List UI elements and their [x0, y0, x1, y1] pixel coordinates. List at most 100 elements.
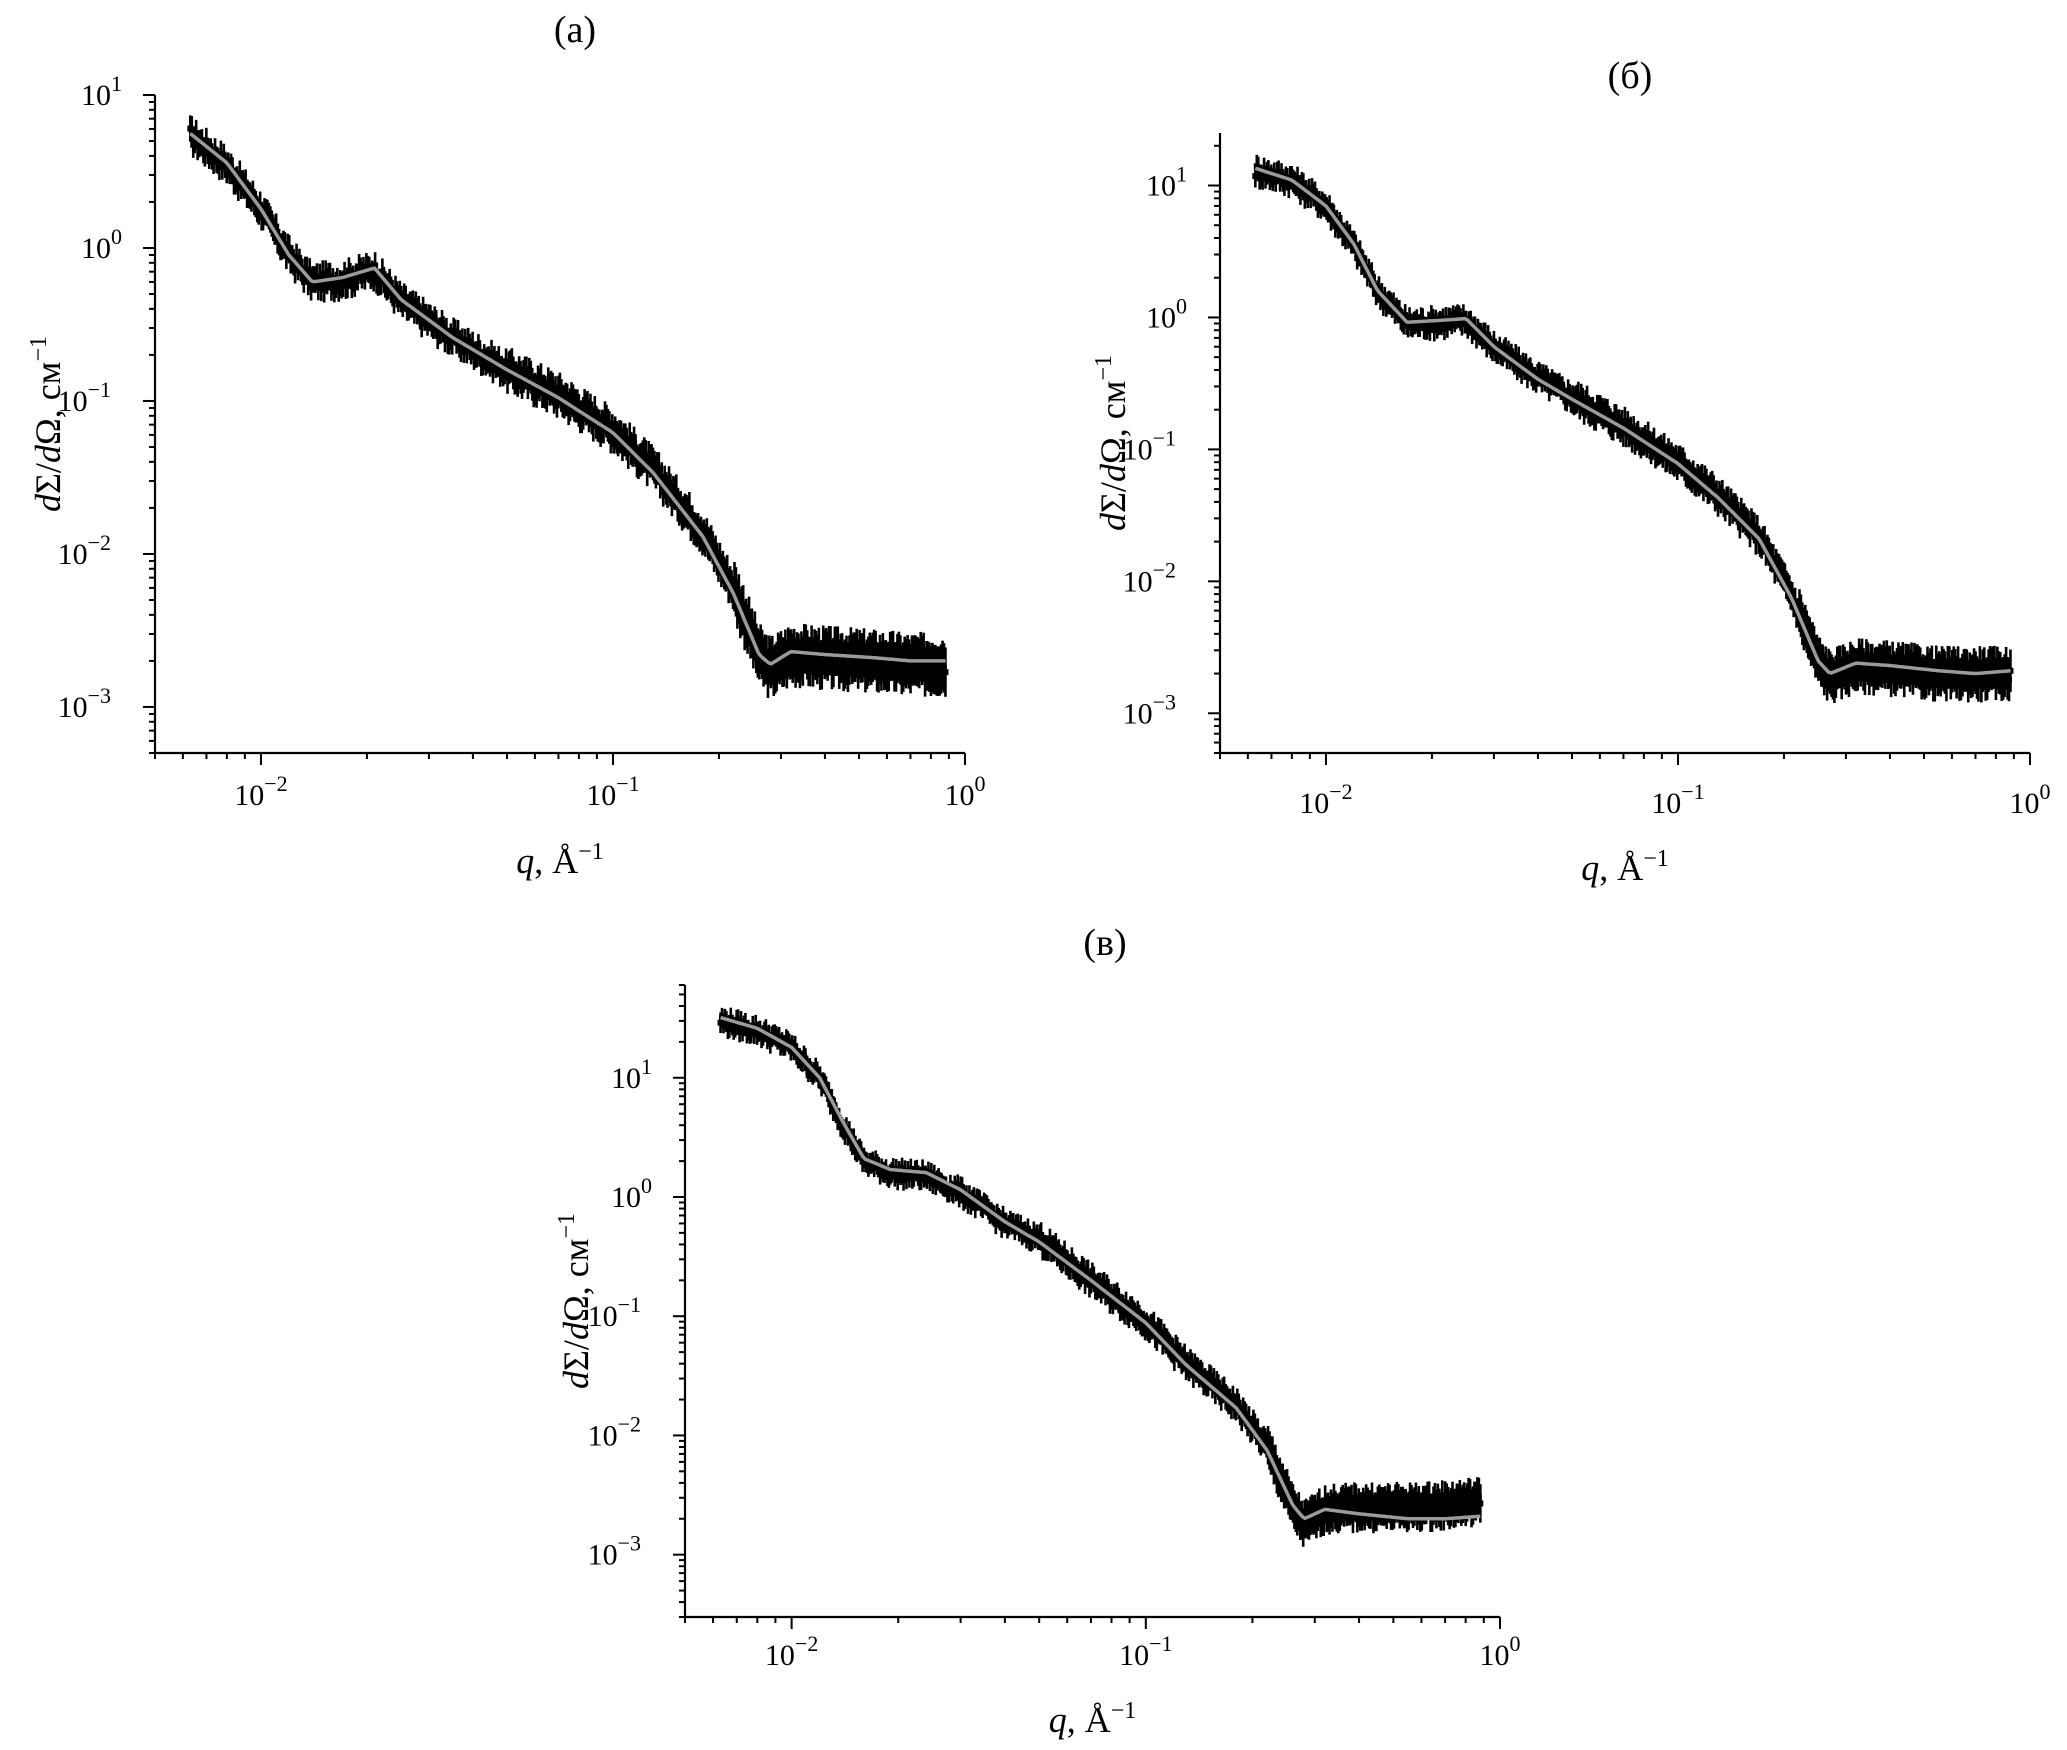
data-point [1055, 1249, 1062, 1256]
x-tick-label: 10−2 [765, 1631, 818, 1672]
data-point [1460, 312, 1467, 319]
data-point [193, 130, 200, 137]
data-point [1234, 1398, 1241, 1405]
data-point [1456, 1496, 1463, 1503]
data-point [578, 413, 585, 420]
data-point [1984, 675, 1991, 682]
data-point [273, 223, 280, 230]
y-tick-label: 101 [81, 71, 122, 112]
data-point [1796, 607, 1803, 614]
data-point [764, 670, 771, 677]
data-point [907, 1165, 914, 1172]
data-point [1330, 1499, 1337, 1506]
data-point [1443, 1499, 1450, 1506]
data-point [1821, 671, 1828, 678]
data-point [1281, 181, 1288, 188]
data-point [1733, 507, 1740, 514]
data-point [1883, 658, 1890, 665]
data-point [488, 350, 495, 357]
data-point [1114, 1292, 1121, 1299]
data-point [895, 653, 902, 660]
data-point [1747, 530, 1754, 537]
data-point [597, 427, 604, 434]
data-point [1508, 352, 1515, 359]
data-point [1832, 673, 1839, 680]
data-point [2006, 676, 2013, 683]
data-point [1754, 526, 1761, 533]
data-point [1971, 666, 1978, 673]
data-point [1084, 1269, 1091, 1276]
data-point [1269, 1452, 1276, 1459]
data-point [830, 659, 837, 666]
data-point [885, 1174, 892, 1181]
data-point [543, 392, 550, 399]
data-point [214, 157, 221, 164]
data-point [308, 284, 315, 291]
data-point [469, 341, 476, 348]
data-point [574, 402, 581, 409]
data-point [1502, 345, 1509, 352]
data-point [1252, 173, 1259, 180]
data-point [1390, 300, 1397, 307]
data-point [892, 663, 899, 670]
data-point [619, 441, 626, 448]
data-point [439, 320, 446, 327]
data-point [1524, 373, 1531, 380]
data-point [449, 338, 456, 345]
data-point [1781, 574, 1788, 581]
data-point [1765, 548, 1772, 555]
data-point [306, 268, 313, 275]
data-point [1792, 598, 1799, 605]
data-point [553, 398, 560, 405]
data-point [776, 1034, 783, 1041]
data-point [565, 405, 572, 412]
data-point [433, 320, 440, 327]
data-point [1621, 417, 1628, 424]
data-point [1661, 444, 1668, 451]
data-point [292, 267, 299, 274]
data-point [1565, 387, 1572, 394]
data-point [1613, 415, 1620, 422]
data-point [556, 386, 563, 393]
data-point [1181, 1353, 1188, 1360]
y-tick-label: 100 [81, 224, 122, 265]
data-point [1680, 458, 1687, 465]
chart-panel-c: (в) 10−2 10−1 100 101 100 10−1 10−2 10−3 q, Å−1 dΣ… [554, 922, 1521, 1740]
data-point [1426, 1497, 1433, 1504]
data-point [1199, 1371, 1206, 1378]
data-point [1411, 1503, 1418, 1510]
data-point [1430, 1502, 1437, 1509]
data-point [719, 564, 726, 571]
data-point [998, 1224, 1005, 1231]
data-point [1285, 183, 1292, 190]
y-axis-label: dΣ/dΩ, см−1 [26, 336, 68, 512]
data-point [1367, 1506, 1374, 1513]
data-point [799, 658, 806, 665]
data-point [516, 369, 523, 376]
data-point [814, 656, 821, 663]
data-point [1668, 453, 1675, 460]
data-point [389, 290, 396, 297]
data-point [735, 595, 742, 602]
data-point [569, 397, 576, 404]
data-point [738, 1018, 745, 1025]
data-point [1630, 427, 1637, 434]
data-point [1382, 1502, 1389, 1509]
data-point [1981, 665, 1988, 672]
data-point [1405, 1507, 1412, 1514]
data-point [684, 510, 691, 517]
data-point [402, 295, 409, 302]
data-point [601, 414, 608, 421]
data-point [723, 1018, 730, 1025]
data-point [1522, 361, 1529, 368]
data-point [1748, 519, 1755, 526]
data-point [1438, 320, 1445, 327]
data-point [1736, 521, 1743, 528]
data-point [200, 147, 207, 154]
data-point [789, 655, 796, 662]
data-point [587, 407, 594, 414]
fit-curve [720, 1015, 1481, 1521]
data-point [764, 1036, 771, 1043]
data-point [305, 279, 312, 286]
data-point [260, 214, 267, 221]
